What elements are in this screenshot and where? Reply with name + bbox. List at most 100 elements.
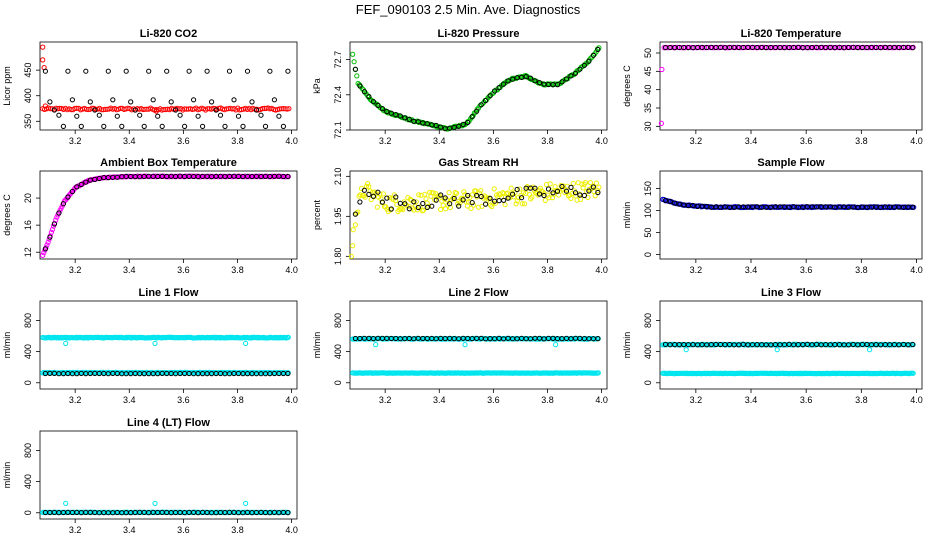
- y-tick-label: 800: [643, 313, 653, 328]
- data-point: [456, 123, 462, 129]
- data-point: [65, 194, 71, 200]
- panel-title: Line 2 Flow: [449, 287, 509, 299]
- data-point: [388, 110, 394, 116]
- data-point: [662, 197, 669, 203]
- y-tick-label: 350: [23, 114, 33, 129]
- data-point: [164, 68, 170, 74]
- data-point: [42, 246, 49, 252]
- x-tick-label: 3.4: [433, 136, 446, 146]
- data-point: [47, 99, 53, 105]
- data-point: [481, 193, 488, 199]
- data-point: [469, 192, 475, 198]
- data-point: [366, 191, 372, 197]
- y-axis-label: Licor ppm: [2, 66, 12, 106]
- data-point: [559, 183, 565, 190]
- data-point: [374, 101, 380, 108]
- series-rh_yellow: [348, 180, 602, 259]
- x-tick-label: 4.0: [910, 136, 923, 146]
- data-point: [411, 199, 417, 205]
- data-point: [40, 44, 46, 50]
- x-tick-label: 3.8: [541, 136, 554, 146]
- plot-frame: [349, 41, 608, 131]
- data-point: [361, 187, 367, 193]
- data-point: [487, 93, 493, 99]
- data-point: [704, 203, 710, 210]
- data-point: [554, 82, 561, 88]
- data-point: [40, 252, 46, 258]
- data-point: [470, 113, 476, 119]
- data-point: [222, 123, 228, 130]
- data-point: [416, 192, 422, 198]
- data-point: [433, 197, 439, 203]
- y-tick-label: 30: [643, 121, 653, 131]
- plot-frame: [349, 300, 608, 390]
- y-axis-label: ml/min: [622, 332, 632, 359]
- series-l4_cyan: [40, 500, 291, 516]
- data-point: [137, 112, 143, 118]
- y-tick-label: 0: [23, 510, 33, 515]
- data-point: [402, 201, 408, 207]
- data-point: [177, 112, 183, 118]
- data-point: [478, 188, 484, 194]
- data-point: [568, 184, 574, 190]
- data-point: [590, 184, 597, 190]
- plot-frame: [659, 170, 923, 260]
- data-point: [69, 188, 76, 195]
- data-point: [572, 190, 579, 196]
- panel-line1-flow: Line 1 Flow ml/min 3.2 3.4 3.6 3.8 4.0 0 400 80…: [2, 287, 298, 405]
- data-point: [422, 191, 428, 197]
- y-tick-label: 12: [23, 247, 33, 257]
- data-point: [478, 102, 484, 108]
- data-point: [105, 68, 111, 74]
- data-point: [285, 370, 291, 377]
- data-point: [78, 123, 84, 130]
- data-point: [586, 58, 592, 64]
- data-point: [350, 243, 356, 249]
- data-point: [65, 68, 71, 74]
- data-point: [244, 68, 251, 74]
- data-point: [514, 198, 520, 204]
- x-tick-label: 3.6: [177, 525, 190, 535]
- data-point: [173, 107, 179, 113]
- data-point: [253, 107, 260, 113]
- x-tick-label: 3.2: [69, 395, 82, 405]
- data-point: [373, 342, 379, 348]
- data-point: [357, 199, 363, 205]
- data-point: [545, 186, 552, 192]
- data-point: [541, 192, 547, 199]
- data-point: [525, 185, 531, 191]
- x-tick-label: 3.4: [433, 395, 446, 405]
- y-tick-label: 150: [643, 181, 653, 196]
- data-point: [595, 189, 601, 196]
- x-tick-label: 3.2: [69, 265, 82, 275]
- y-axis-label: kPa: [312, 78, 322, 94]
- data-point: [267, 68, 273, 74]
- y-axis-label: degrees C: [622, 65, 632, 107]
- data-point: [438, 206, 444, 213]
- data-point: [502, 202, 508, 208]
- data-point: [547, 181, 553, 187]
- data-point: [590, 52, 597, 58]
- y-tick-label: 72.4: [333, 86, 343, 104]
- data-point: [532, 185, 538, 191]
- panel-pressure: Li-820 Pressure kPa 3.2 3.4 3.6 3.8 4.0 72.1 7…: [312, 28, 608, 146]
- panel-title: Gas Stream RH: [438, 157, 518, 169]
- data-point: [191, 97, 197, 103]
- panel-ambient-temperature: Ambient Box Temperature degrees C 3.2 3.4…: [2, 157, 298, 275]
- data-point: [354, 210, 360, 216]
- data-point: [280, 123, 286, 130]
- x-tick-label: 3.2: [379, 395, 392, 405]
- data-point: [262, 123, 269, 130]
- y-tick-label: 450: [23, 63, 33, 78]
- panel-line2-flow: Line 2 Flow ml/min 3.2 3.4 3.6 3.8 4.0 0 400 80…: [312, 287, 608, 405]
- series-temp_black: [662, 44, 916, 51]
- data-point: [128, 99, 134, 105]
- data-point: [672, 200, 678, 206]
- data-point: [380, 191, 386, 197]
- data-point: [168, 99, 174, 105]
- panel-title: Line 3 Flow: [761, 287, 821, 299]
- data-point: [357, 83, 363, 89]
- data-point: [536, 80, 543, 86]
- data-point: [572, 70, 579, 76]
- data-point: [195, 113, 201, 119]
